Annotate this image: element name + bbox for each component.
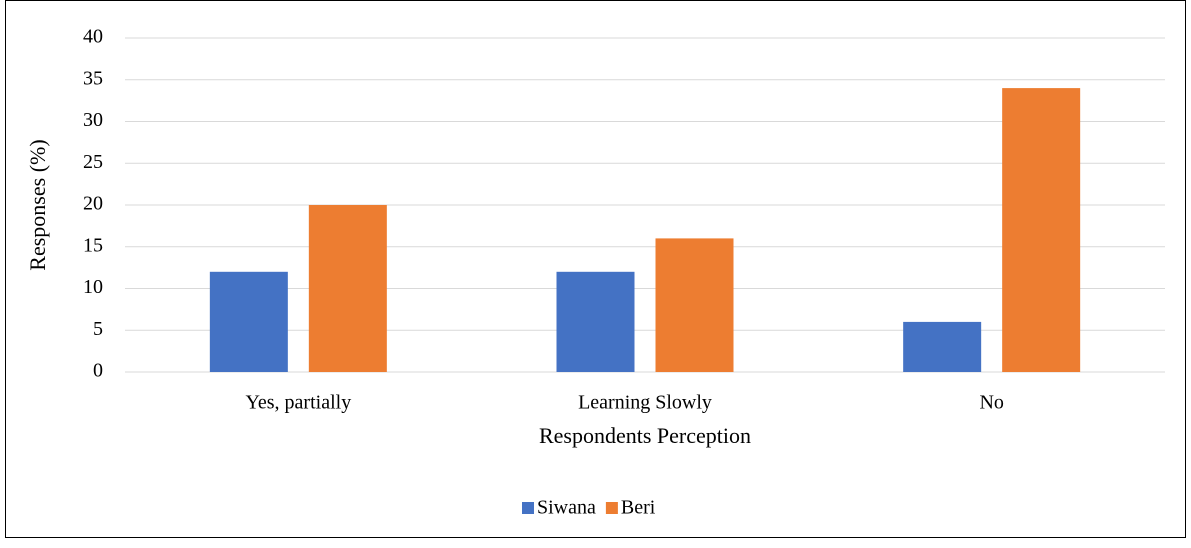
- y-axis-label: Responses (%): [25, 139, 50, 270]
- bar: [903, 321, 982, 372]
- y-tick-label: 30: [83, 109, 103, 131]
- chart-border: [5, 0, 1186, 538]
- x-tick-label: Yes, partially: [245, 392, 351, 414]
- y-tick-label: 20: [83, 193, 103, 215]
- x-axis-label: Respondents Perception: [539, 423, 751, 448]
- bar: [1002, 88, 1081, 372]
- y-tick-label: 15: [83, 234, 103, 256]
- y-tick-label: 35: [83, 67, 103, 89]
- y-tick-label: 10: [83, 276, 103, 298]
- y-tick-label: 5: [93, 318, 103, 340]
- bar: [308, 205, 387, 372]
- y-tick-label: 40: [83, 26, 103, 48]
- x-tick-label: Learning Slowly: [578, 392, 712, 414]
- legend-swatch: [605, 502, 618, 514]
- x-tick-label: No: [979, 392, 1003, 414]
- bar: [209, 271, 288, 372]
- bar: [655, 238, 734, 372]
- legend-swatch: [522, 502, 534, 514]
- y-tick-label: 0: [93, 360, 103, 382]
- y-tick-label: 25: [83, 151, 103, 173]
- bar: [556, 271, 635, 372]
- legend-label: Siwana: [537, 497, 596, 519]
- legend-label: Beri: [621, 497, 656, 519]
